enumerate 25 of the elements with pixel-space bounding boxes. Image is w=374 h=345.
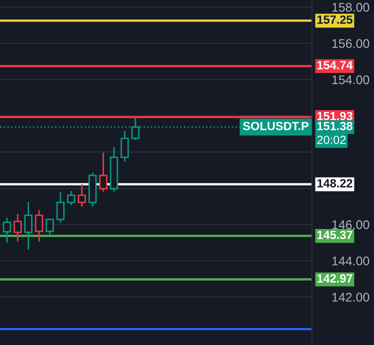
- y-tick-label: 142.00: [332, 292, 370, 302]
- candlestick: [46, 218, 54, 236]
- ref-line-label: 145.37: [317, 230, 352, 240]
- y-tick-label: 154.00: [332, 75, 370, 84]
- y-tick-label: 144.00: [332, 256, 370, 266]
- ref-line-label: 157.25: [317, 15, 352, 24]
- ref-line-label: 151.93: [317, 112, 352, 120]
- ref-line-label: 142.97: [317, 274, 352, 283]
- candlestick: [56, 191, 65, 224]
- candlestick: [120, 130, 129, 162]
- y-tick-label: 158.00: [332, 2, 370, 12]
- ref-line-label: 151.38: [317, 122, 352, 130]
- candlestick: [34, 209, 44, 242]
- y-tick-label: 156.00: [332, 39, 370, 48]
- candlestick: [2, 216, 12, 244]
- text: 20:02: [317, 136, 346, 144]
- ref-line-label: 148.22: [317, 179, 352, 188]
- candlestick: [67, 190, 76, 206]
- ref-line-label: 154.74: [317, 61, 353, 70]
- candlestick: [14, 213, 22, 242]
- candlestick: [24, 201, 32, 250]
- candlestick: [78, 183, 86, 208]
- y-tick-label: 146.00: [332, 220, 370, 230]
- candlestick: [99, 152, 108, 192]
- annotation: SOLUSDT.P: [242, 122, 308, 130]
